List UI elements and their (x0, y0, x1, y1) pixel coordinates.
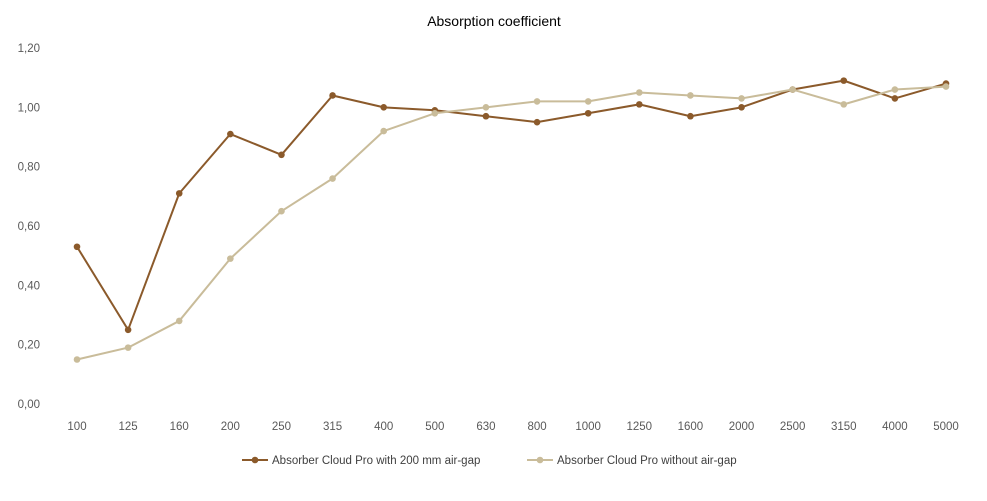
legend-item: Absorber Cloud Pro with 200 mm air-gap (242, 455, 480, 467)
data-point (175, 317, 183, 325)
data-point (124, 326, 132, 334)
x-tick-label: 800 (527, 421, 546, 433)
data-point (482, 104, 490, 111)
x-tick-label: 400 (374, 421, 393, 433)
x-tick-label: 315 (323, 421, 342, 433)
series-2 (73, 83, 950, 363)
data-point (431, 109, 439, 117)
x-tick-label: 125 (119, 421, 138, 433)
data-point (533, 98, 541, 105)
series-line (76, 79, 947, 331)
y-tick-label: 0,40 (18, 280, 40, 292)
x-tick-label: 100 (67, 421, 86, 433)
y-tick-label: 1,20 (18, 43, 40, 55)
legend-swatch-marker (536, 456, 544, 464)
x-tick-label: 1000 (575, 421, 601, 433)
data-point (380, 127, 388, 135)
x-tick-label: 500 (425, 421, 444, 433)
y-tick-label: 0,00 (18, 399, 40, 411)
data-point (584, 109, 592, 117)
data-point (227, 255, 234, 262)
x-tick-label: 1250 (626, 421, 652, 433)
x-tick-label: 160 (170, 421, 189, 433)
data-point (533, 118, 541, 126)
data-point (227, 130, 234, 138)
legend-swatch-marker (251, 456, 259, 464)
data-point (840, 77, 848, 84)
x-tick-label: 2000 (729, 421, 755, 433)
data-point (482, 112, 490, 120)
data-point (687, 92, 694, 99)
data-point (635, 89, 643, 96)
x-tick-label: 200 (221, 421, 240, 433)
x-axis: 100 125 160 200 250 315 400 500 630 800 1000 1250 16… (67, 421, 958, 433)
data-point (891, 95, 899, 102)
chart-title: Absorption coefficient (427, 13, 561, 29)
data-point (738, 95, 745, 102)
x-tick-label: 1600 (678, 421, 704, 433)
data-point (329, 175, 336, 182)
legend-label: Absorber Cloud Pro with 200 mm air-gap (272, 455, 480, 467)
data-point (840, 101, 848, 108)
y-tick-label: 0,60 (18, 221, 40, 233)
x-tick-label: 250 (272, 421, 291, 433)
x-tick-label: 5000 (933, 421, 959, 433)
x-tick-label: 2500 (780, 421, 806, 433)
data-point (789, 86, 796, 93)
x-tick-label: 3150 (831, 421, 857, 433)
data-point (942, 83, 950, 90)
data-point (738, 104, 745, 111)
data-point (329, 92, 336, 99)
x-tick-label: 630 (476, 421, 495, 433)
data-point (687, 112, 694, 120)
data-point (73, 243, 81, 251)
y-tick-label: 1,00 (18, 102, 40, 114)
data-point (584, 98, 592, 105)
data-point (278, 207, 285, 215)
data-point (124, 344, 132, 351)
y-axis: 0,00 0,20 0,40 0,60 0,80 1,00 1,20 (18, 43, 40, 411)
data-point (175, 190, 183, 197)
y-tick-label: 0,20 (18, 340, 40, 352)
data-point (73, 356, 81, 363)
series-layer (73, 77, 950, 363)
x-tick-label: 4000 (882, 421, 908, 433)
legend-item: Absorber Cloud Pro without air-gap (527, 455, 737, 467)
data-point (278, 151, 285, 159)
legend: Absorber Cloud Pro with 200 mm air-gap Ab… (242, 455, 737, 467)
series-line (76, 85, 947, 361)
legend-label: Absorber Cloud Pro without air-gap (557, 455, 737, 467)
data-point (380, 104, 388, 111)
data-point (891, 86, 899, 93)
series-1 (73, 77, 950, 334)
data-point (635, 101, 643, 108)
y-tick-label: 0,80 (18, 162, 40, 174)
